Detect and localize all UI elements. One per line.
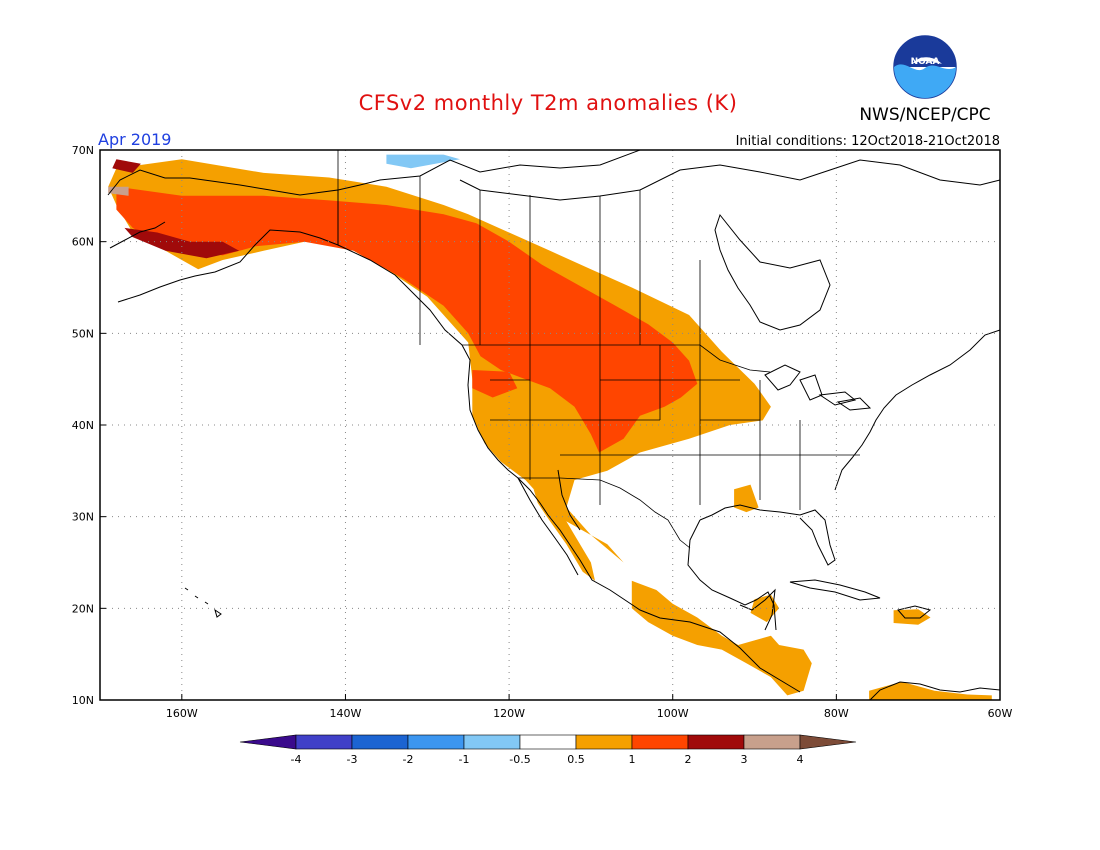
agency-label: NWS/NCEP/CPC [859,105,990,125]
us-canada-border [462,344,771,373]
gulf-coast [687,504,836,631]
lon-tick-label: 140W [330,707,362,720]
west-coast [337,244,801,693]
coastline-outlines [107,149,1001,701]
colorbar-arrow-low [239,734,297,750]
canada-arctic-coast [337,149,1001,201]
us-mexico-border [518,477,691,549]
colorbar-label: -4 [291,753,302,766]
colorbar-swatch [295,734,353,750]
east-coast [834,329,1001,491]
anomaly-region-arctic-cool [386,154,460,169]
baja-coast [517,469,581,576]
political-borders [337,150,860,549]
hispaniola-coast [897,605,932,619]
colorbar-label: 3 [741,753,748,766]
colorbar-swatch [463,734,521,750]
colorbar-label: 4 [797,753,804,766]
lat-tick-label: 50N [72,327,94,340]
colorbar-arrow-high [799,734,857,750]
colorbar-label: -1 [459,753,470,766]
anomaly-region-alaska-yukon-warm [108,159,771,563]
colorbar-label: -3 [347,753,358,766]
colorbar-swatch [351,734,409,750]
graticule [100,150,1000,700]
figure-title: CFSv2 monthly T2m anomalies (K) [359,91,738,115]
lat-tick-label: 60N [72,236,94,249]
noaa-logo-text: NOAA [911,57,940,67]
south-america-coast [869,681,1001,701]
colorbar-label: -2 [403,753,414,766]
lat-tick-label: 70N [72,144,94,157]
alaska-coast [107,169,339,303]
forecast-month-label: Apr 2019 [98,130,171,149]
colorbar-label: 1 [629,753,636,766]
anomaly-region-caribbean-warm [893,609,931,625]
lon-tick-label: 160W [166,707,198,720]
colorbar-label: 2 [685,753,692,766]
lon-tick-label: 100W [657,707,689,720]
hudson-bay-coast [714,213,831,331]
colorbar-swatch [407,734,465,750]
yucatan-coast [739,588,776,631]
hawaii-islands [184,587,222,618]
noaa-logo: NOAA [893,35,957,99]
colorbar-swatch [575,734,633,750]
lat-tick-label: 20N [72,602,94,615]
colorbar-swatch [519,734,577,750]
colorbar-swatch [743,734,801,750]
anomaly-region-alaska-yukon-hot [116,186,698,453]
cuba-coast [789,579,881,601]
lon-tick-label: 120W [493,707,525,720]
anomaly-region-mexico-central-america-warm [631,580,812,696]
anomaly-region-bering-extreme [112,159,141,173]
lon-tick-label: 60W [988,707,1013,720]
colorbar-label: -0.5 [509,753,530,766]
initial-conditions-label: Initial conditions: 12Oct2018-21Oct2018 [736,134,1000,149]
latitude-tick-labels: 70N 60N 50N 40N 30N 20N 10N [72,144,106,707]
great-lakes [764,364,872,411]
lat-tick-label: 10N [72,694,94,707]
lat-tick-label: 30N [72,511,94,524]
anomaly-layer [108,154,992,700]
colorbar-swatch [631,734,689,750]
anomaly-region-alaska-extreme [124,227,240,259]
longitude-tick-labels: 160W 140W 120W 100W 80W 60W [166,694,1013,720]
colorbar: -4 -3 -2 -1 -0.5 0.5 1 2 3 4 [239,734,857,766]
lat-tick-label: 40N [72,419,94,432]
anomaly-region-venezuela-warm [869,681,992,700]
colorbar-swatch [687,734,745,750]
canada-provinces [419,176,701,345]
anomaly-region-oregon-hot [472,370,518,398]
anomaly-region-baja-warm [533,489,595,581]
state-lines [490,345,860,510]
colorbar-label: 0.5 [567,753,585,766]
lon-tick-label: 80W [824,707,849,720]
